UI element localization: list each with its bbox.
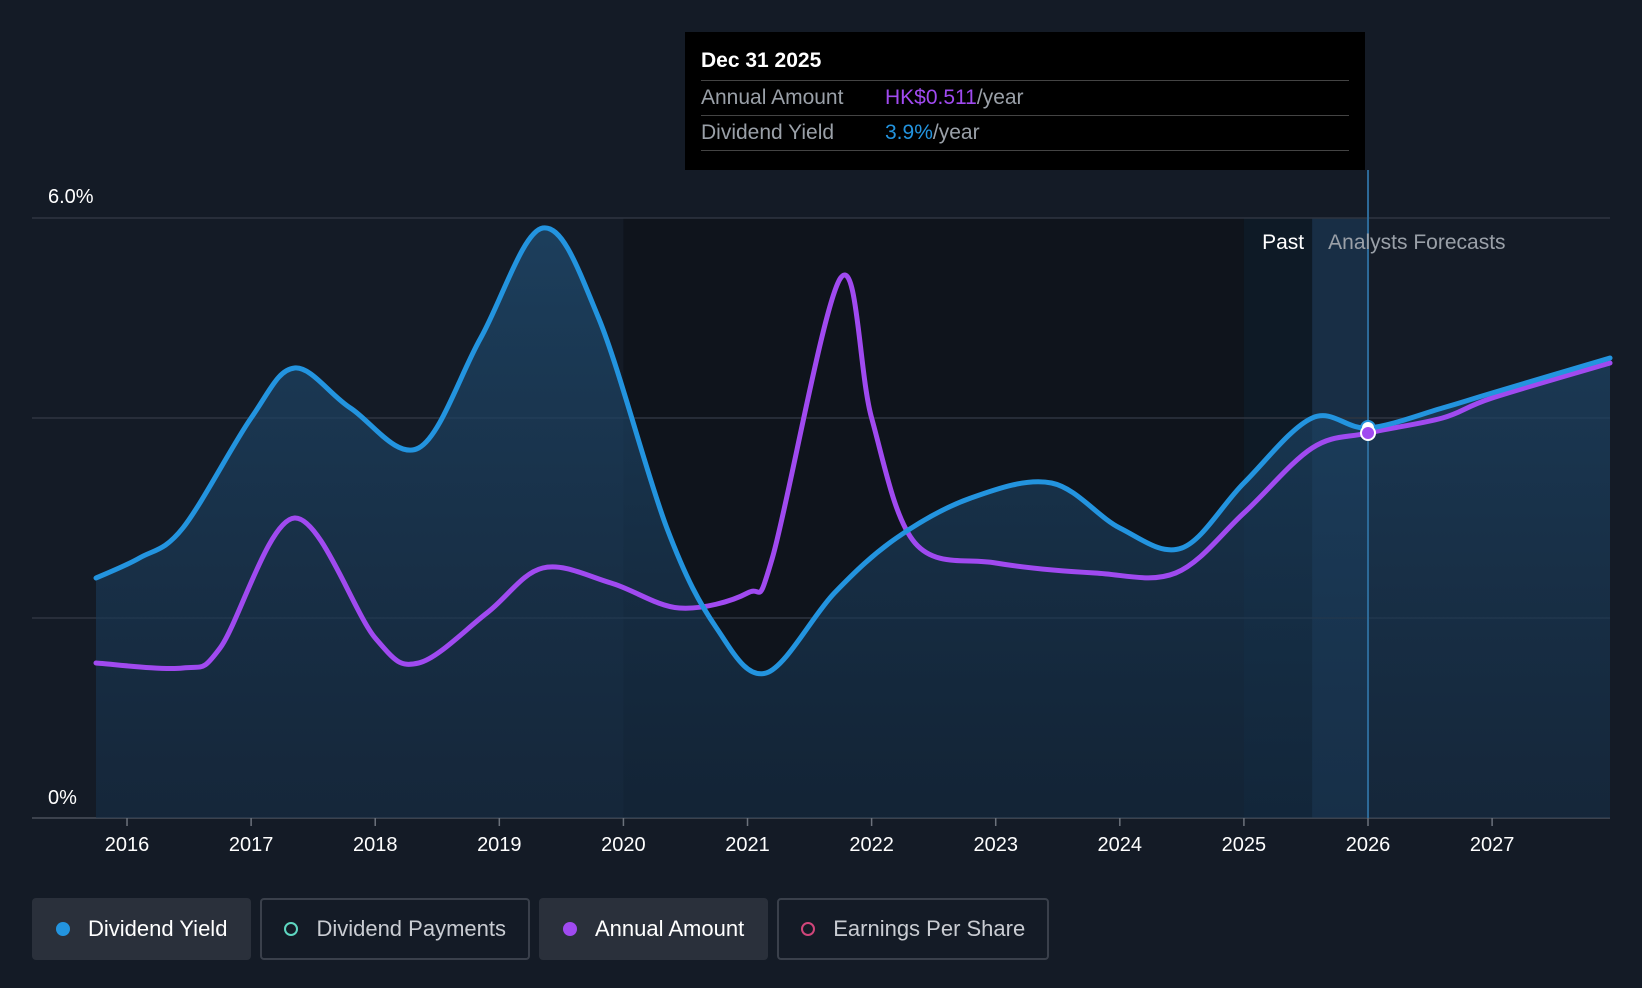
tooltip-date: Dec 31 2025	[701, 46, 1349, 81]
x-tick-label: 2025	[1222, 834, 1267, 856]
legend: Dividend Yield Dividend Payments Annual Am…	[32, 898, 1050, 960]
x-tick-label: 2027	[1470, 834, 1515, 856]
annual-amount-line	[93, 272, 1613, 672]
past-label: Past	[1262, 231, 1304, 254]
x-axis: 2016 2017 2018 2019 2020 2021 2022 2023 2024 2025…	[105, 818, 1515, 856]
x-tick-label: 2017	[229, 834, 274, 856]
x-tick-label: 2016	[105, 834, 150, 856]
yield-area	[96, 227, 1610, 818]
y-tick-label: 0%	[48, 787, 77, 809]
tooltip: Dec 31 2025 Annual Amount HK$0.511 /year…	[685, 32, 1365, 170]
tooltip-annual-row: Annual Amount HK$0.511 /year	[701, 81, 1349, 116]
hollow-dot-icon	[801, 922, 816, 936]
x-tick-label: 2020	[601, 834, 646, 856]
x-tick-label: 2021	[725, 834, 770, 856]
x-tick-label: 2023	[973, 834, 1018, 856]
legend-item[interactable]: Earnings Per Share	[777, 898, 1050, 960]
legend-label: Earnings Per Share	[833, 916, 1026, 941]
hollow-dot-icon	[284, 922, 299, 936]
tooltip-yield-label: Dividend Yield	[701, 121, 835, 144]
tooltip-annual-label: Annual Amount	[701, 86, 844, 109]
dividend-yield-line	[93, 225, 1613, 677]
legend-label: Dividend Payments	[316, 916, 506, 941]
filled-dot-icon	[56, 922, 70, 936]
tooltip-yield-row: Dividend Yield 3.9% /year	[701, 116, 1349, 151]
tooltip-yield-unit: /year	[932, 121, 980, 144]
tooltip-yield-value: 3.9%	[885, 121, 933, 144]
x-tick-label: 2022	[849, 834, 894, 856]
x-tick-label: 2018	[353, 834, 398, 856]
tooltip-annual-value: HK$0.511	[885, 86, 977, 109]
filled-dot-icon	[562, 922, 577, 936]
x-tick-label: 2019	[477, 834, 522, 856]
legend-item[interactable]: Dividend Yield	[32, 898, 252, 960]
legend-label: Dividend Yield	[88, 916, 228, 941]
legend-item[interactable]: Dividend Payments	[260, 898, 530, 960]
legend-item[interactable]: Annual Amount	[538, 898, 769, 960]
highlight-points	[1360, 420, 1377, 441]
x-tick-label: 2026	[1346, 834, 1391, 856]
forecast-label: Analysts Forecasts	[1328, 231, 1505, 254]
y-tick-label: 6.0%	[48, 186, 94, 208]
x-tick-label: 2024	[1098, 834, 1143, 856]
annual-point	[1360, 425, 1377, 441]
tooltip-annual-unit: /year	[976, 86, 1024, 109]
legend-label: Annual Amount	[594, 916, 745, 941]
